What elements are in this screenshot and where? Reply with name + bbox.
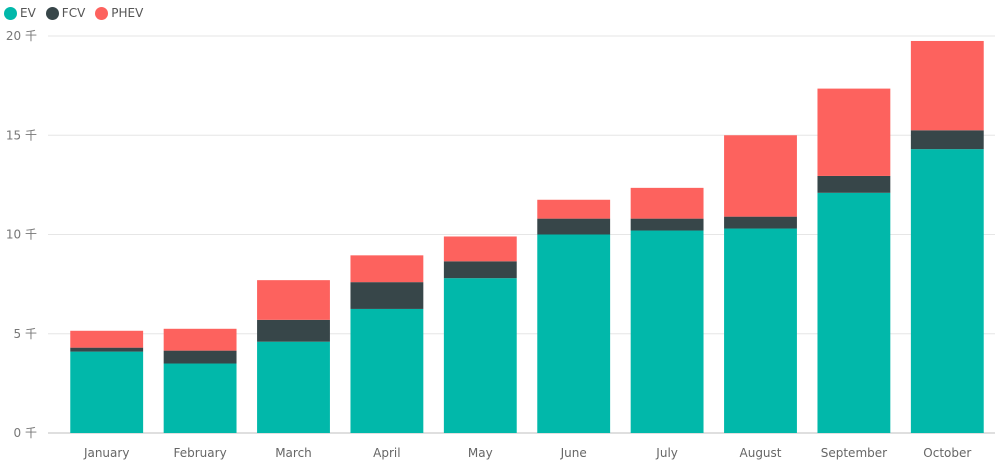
x-tick-label: March (275, 446, 312, 460)
bar-phev-january (70, 330, 144, 348)
bar-ev-february (163, 363, 237, 433)
bar-phev-february (163, 328, 237, 351)
legend-label-fcv: FCV (61, 6, 86, 20)
bar-ev-may (443, 278, 517, 433)
legend-item-phev[interactable]: PHEV (95, 6, 143, 20)
bar-fcv-january (70, 347, 144, 352)
bar-ev-april (350, 308, 424, 433)
bar-ev-october (910, 149, 984, 433)
bar-ev-march (257, 341, 330, 433)
bar-ev-january (70, 351, 144, 433)
bar-phev-august (724, 135, 797, 217)
x-tick-label: July (655, 446, 678, 460)
legend-swatch-fcv (45, 6, 59, 20)
x-tick-label: August (740, 446, 782, 460)
x-tick-label: October (923, 446, 971, 460)
x-tick-label: June (560, 446, 587, 460)
bar-ev-july (630, 230, 704, 433)
bar-phev-october (910, 40, 984, 131)
x-tick-label: April (373, 446, 400, 460)
x-tick-label: May (468, 446, 493, 460)
bar-fcv-march (257, 319, 330, 342)
legend-label-ev: EV (20, 6, 36, 20)
bar-fcv-october (910, 130, 984, 150)
bar-fcv-august (724, 216, 797, 229)
legend-label-phev: PHEV (111, 6, 144, 20)
x-tick-label: January (83, 446, 130, 460)
bar-fcv-june (537, 218, 611, 235)
bar-phev-july (630, 187, 704, 219)
legend: EV FCV PHEV (4, 4, 143, 22)
bar-fcv-february (163, 350, 237, 364)
bar-fcv-may (443, 261, 517, 279)
legend-swatch-phev (95, 6, 109, 20)
legend-swatch-ev (4, 6, 17, 20)
legend-item-fcv[interactable]: FCV (45, 6, 86, 20)
bar-phev-may (443, 236, 517, 262)
bar-phev-september (817, 88, 891, 176)
bar-fcv-april (350, 282, 424, 309)
legend-item-ev[interactable]: EV (4, 6, 36, 20)
bar-phev-march (257, 280, 330, 320)
y-tick-label: 5 千 (14, 327, 37, 341)
x-tick-label: September (821, 446, 887, 460)
bar-ev-june (537, 234, 611, 433)
y-tick-label: 10 千 (6, 228, 37, 242)
y-tick-label: 0 千 (14, 426, 37, 440)
y-tick-label: 15 千 (6, 128, 37, 142)
bar-ev-august (724, 228, 797, 433)
bar-fcv-july (630, 218, 704, 231)
bar-phev-april (350, 255, 424, 283)
bar-phev-june (537, 199, 611, 219)
bar-fcv-september (817, 175, 891, 193)
bar-ev-september (817, 192, 891, 433)
y-tick-label: 20 千 (6, 29, 37, 43)
x-tick-label: February (174, 446, 227, 460)
